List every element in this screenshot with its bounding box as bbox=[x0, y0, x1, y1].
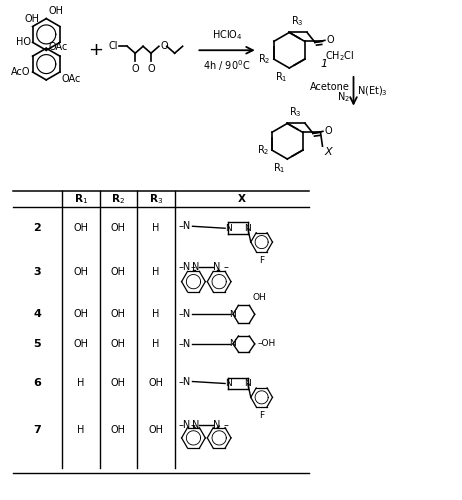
Text: N$_2$: N$_2$ bbox=[337, 90, 350, 104]
Text: O: O bbox=[161, 42, 169, 51]
Text: –N: –N bbox=[179, 262, 191, 272]
Text: H: H bbox=[152, 310, 159, 320]
Text: 3: 3 bbox=[34, 267, 41, 277]
Text: OH: OH bbox=[111, 310, 126, 320]
Text: OH: OH bbox=[24, 14, 39, 24]
Text: 4h / 90$^0$C: 4h / 90$^0$C bbox=[203, 58, 251, 73]
Text: N: N bbox=[225, 379, 231, 388]
Text: HO: HO bbox=[16, 38, 30, 48]
Text: 1: 1 bbox=[321, 59, 328, 69]
Text: N: N bbox=[244, 379, 251, 388]
Text: R$_1$: R$_1$ bbox=[273, 161, 286, 175]
Text: R$_2$: R$_2$ bbox=[259, 52, 271, 66]
Text: AcO: AcO bbox=[11, 67, 30, 77]
Text: N: N bbox=[225, 224, 231, 232]
Text: OAc: OAc bbox=[62, 74, 81, 84]
Text: –: – bbox=[190, 420, 195, 430]
Text: 2: 2 bbox=[33, 223, 41, 233]
Text: –N: –N bbox=[179, 420, 191, 430]
Text: H: H bbox=[152, 339, 159, 349]
Text: OH: OH bbox=[111, 223, 126, 233]
Text: H: H bbox=[77, 425, 85, 435]
Text: OH: OH bbox=[73, 310, 88, 320]
Text: Cl: Cl bbox=[109, 42, 118, 51]
Text: OH: OH bbox=[73, 267, 88, 277]
Text: –: – bbox=[223, 262, 228, 272]
Text: OH: OH bbox=[111, 267, 126, 277]
Text: –N: –N bbox=[179, 310, 191, 320]
Text: R$_3$: R$_3$ bbox=[291, 14, 304, 28]
Text: –N: –N bbox=[179, 339, 191, 349]
Text: OH: OH bbox=[252, 294, 266, 302]
Text: 7: 7 bbox=[33, 425, 41, 435]
Text: HClO$_4$: HClO$_4$ bbox=[212, 28, 243, 42]
Text: OH: OH bbox=[111, 425, 126, 435]
Text: N: N bbox=[230, 310, 237, 319]
Text: CH$_2$Cl: CH$_2$Cl bbox=[325, 50, 355, 63]
Text: R$_2$: R$_2$ bbox=[256, 143, 269, 157]
Text: F: F bbox=[259, 411, 264, 420]
Text: X: X bbox=[324, 147, 332, 157]
Text: OH: OH bbox=[148, 378, 164, 388]
Text: –: – bbox=[223, 420, 228, 430]
Text: OAc: OAc bbox=[48, 42, 67, 52]
Text: R$_1$: R$_1$ bbox=[74, 192, 88, 206]
Text: –OH: –OH bbox=[258, 340, 276, 348]
Text: N: N bbox=[230, 340, 237, 348]
Text: N: N bbox=[192, 262, 199, 272]
Text: 5: 5 bbox=[34, 339, 41, 349]
Text: –: – bbox=[190, 262, 195, 272]
Text: N: N bbox=[213, 262, 221, 272]
Text: O: O bbox=[147, 64, 155, 74]
Text: R$_1$: R$_1$ bbox=[275, 70, 287, 84]
Text: 6: 6 bbox=[33, 378, 41, 388]
Text: O: O bbox=[327, 36, 334, 46]
Text: X: X bbox=[238, 194, 246, 204]
Text: OH: OH bbox=[111, 378, 126, 388]
Text: O: O bbox=[131, 64, 139, 74]
Text: OH: OH bbox=[73, 339, 88, 349]
Text: N: N bbox=[244, 224, 251, 232]
Text: H: H bbox=[152, 223, 159, 233]
Text: H: H bbox=[152, 267, 159, 277]
Text: OH: OH bbox=[148, 425, 164, 435]
Text: OH: OH bbox=[73, 223, 88, 233]
Text: N: N bbox=[192, 420, 199, 430]
Text: R$_3$: R$_3$ bbox=[149, 192, 163, 206]
Text: N: N bbox=[213, 420, 221, 430]
Text: Acetone: Acetone bbox=[310, 82, 350, 92]
Text: OH: OH bbox=[111, 339, 126, 349]
Text: R$_3$: R$_3$ bbox=[289, 106, 302, 120]
Text: –N: –N bbox=[179, 376, 191, 386]
Text: +: + bbox=[88, 41, 103, 59]
Text: 4: 4 bbox=[33, 310, 41, 320]
Text: F: F bbox=[259, 256, 264, 265]
Text: –N: –N bbox=[179, 222, 191, 232]
Text: R$_2$: R$_2$ bbox=[111, 192, 125, 206]
Text: O: O bbox=[325, 126, 333, 136]
Text: H: H bbox=[77, 378, 85, 388]
Text: OH: OH bbox=[48, 6, 63, 16]
Text: N(Et)$_3$: N(Et)$_3$ bbox=[358, 84, 388, 98]
